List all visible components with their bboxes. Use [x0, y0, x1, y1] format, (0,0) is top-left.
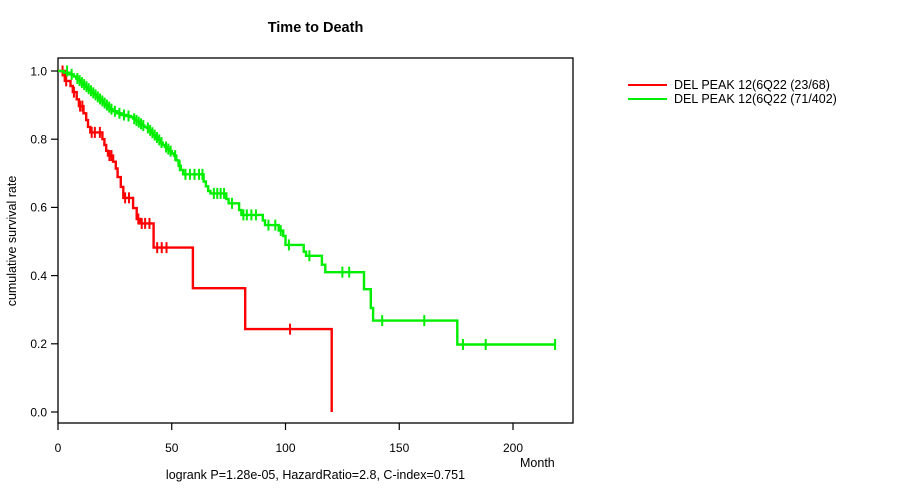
y-tick-label: 0.6 [30, 201, 47, 215]
plot-border [57, 57, 574, 424]
stats-caption: logrank P=1.28e-05, HazardRatio=2.8, C-i… [165, 468, 466, 482]
chart-title: Time to Death [267, 20, 364, 36]
y-tick-label: 0.4 [30, 269, 47, 283]
y-tick-label: 1.0 [30, 64, 47, 78]
x-axis-label: Month [520, 456, 555, 470]
x-tick-label: 150 [389, 441, 409, 455]
legend: DEL PEAK 12(6Q22 (23/68) DEL PEAK 12(6Q2… [628, 78, 837, 106]
x-tick-label: 200 [503, 441, 523, 455]
y-tick-label: 0.8 [30, 133, 47, 147]
y-tick-label: 0.2 [30, 337, 47, 351]
y-tick-label: 0.0 [30, 405, 47, 419]
legend-item: DEL PEAK 12(6Q22 (71/402) [628, 92, 837, 106]
legend-label: DEL PEAK 12(6Q22 (23/68) [674, 78, 830, 92]
x-tick-label: 50 [165, 441, 179, 455]
legend-line-red-icon [628, 83, 667, 87]
legend-line-green-icon [628, 97, 667, 101]
x-tick-label: 100 [275, 441, 295, 455]
y-axis-label: cumulative survival rate [5, 175, 19, 307]
survival-curve-red [58, 69, 333, 412]
x-tick-label: 0 [55, 441, 62, 455]
legend-label: DEL PEAK 12(6Q22 (71/402) [674, 92, 837, 106]
legend-item: DEL PEAK 12(6Q22 (23/68) [628, 78, 837, 92]
